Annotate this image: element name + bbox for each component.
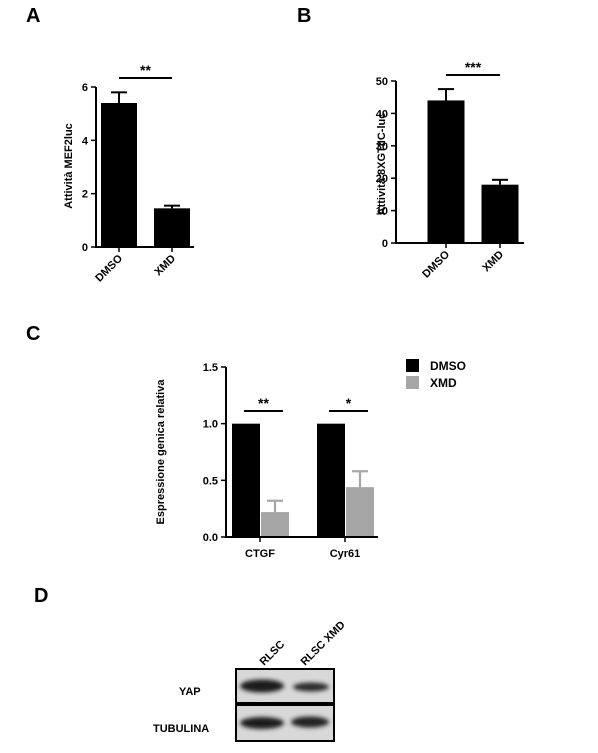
y-tick-label: 6 (82, 82, 88, 94)
blot-band-tubulina-rlsc-xmd (291, 716, 329, 728)
chart-b-ylabel: Attività 8XGTIIC-luc (376, 113, 388, 216)
panel-letter-c: C (26, 323, 40, 345)
y-tick-label: 0 (382, 238, 388, 250)
legend-label-xmd: XMD (430, 376, 457, 390)
blot-row-label-yap: YAP (179, 686, 201, 698)
chart-c-legend: DMSO XMD (406, 359, 466, 390)
bar-dmso (427, 100, 465, 243)
bar-ctgf-dmso (232, 423, 260, 537)
panel-letter-a: A (26, 5, 40, 27)
y-tick-label: 30 (376, 141, 388, 153)
y-tick-label: 0.0 (203, 532, 218, 544)
y-tick-label: 4 (82, 135, 89, 147)
bar-cyr61-dmso (317, 423, 345, 537)
y-tick-label: 10 (376, 206, 388, 218)
significance-label: ** (140, 62, 151, 78)
legend-swatch-dmso (406, 359, 419, 372)
blot-box-tubulina (235, 704, 335, 742)
chart-c-ylabel: Espressione genica relativa (155, 379, 167, 525)
x-tick-label-ctgf: CTGF (245, 548, 275, 560)
y-tick-label: 1.0 (203, 419, 218, 431)
blot-box-yap (235, 668, 335, 704)
y-tick-label: 0 (82, 242, 88, 254)
legend-swatch-xmd (406, 376, 419, 389)
blot-band-yap-rlsc (240, 679, 284, 693)
chart-a-ylabel: Attività MEF2luc (63, 123, 75, 209)
x-tick-label-cyr61: Cyr61 (330, 548, 361, 560)
y-tick-label: 0.5 (203, 475, 218, 487)
bar-ctgf-xmd (261, 512, 289, 537)
x-tick-label-xmd: XMD (152, 253, 178, 279)
chart-a: Attività MEF2luc 0 2 4 6 DMSO XMD ** (63, 62, 194, 284)
significance-label: *** (465, 59, 482, 75)
chart-b: Attività 8XGTIIC-luc 0 10 20 30 40 50 DMSO XMD *… (376, 59, 524, 280)
y-tick-label: 50 (376, 76, 388, 88)
chart-c: Espressione genica relativa DMSO XMD 0.0… (155, 359, 466, 560)
bar-xmd (481, 184, 519, 243)
legend-label-dmso: DMSO (430, 359, 466, 373)
blot-band-tubulina-rlsc (240, 717, 284, 729)
x-tick-label-dmso: DMSO (420, 248, 452, 280)
x-tick-label-xmd: XMD (480, 249, 506, 275)
western-blot: RLSC RLSC XMD YAP TUBULINA (153, 619, 348, 742)
y-tick-label: 1.5 (203, 362, 218, 374)
panel-letter-b: B (297, 5, 311, 27)
y-tick-label: 40 (376, 108, 388, 120)
y-tick-label: 20 (376, 173, 388, 185)
bar-cyr61-xmd (346, 487, 374, 537)
blot-lane-label-rlsc-xmd: RLSC XMD (299, 619, 348, 668)
blot-lane-label-rlsc: RLSC (258, 638, 288, 668)
bar-dmso (101, 103, 137, 247)
significance-label: * (346, 395, 352, 411)
panel-letter-d: D (34, 585, 48, 607)
significance-label: ** (258, 395, 269, 411)
blot-row-label-tubulina: TUBULINA (153, 723, 209, 735)
y-tick-label: 2 (82, 189, 88, 201)
bar-xmd (154, 208, 190, 247)
blot-band-yap-rlsc-xmd (293, 682, 329, 692)
x-tick-label-dmso: DMSO (93, 252, 125, 284)
